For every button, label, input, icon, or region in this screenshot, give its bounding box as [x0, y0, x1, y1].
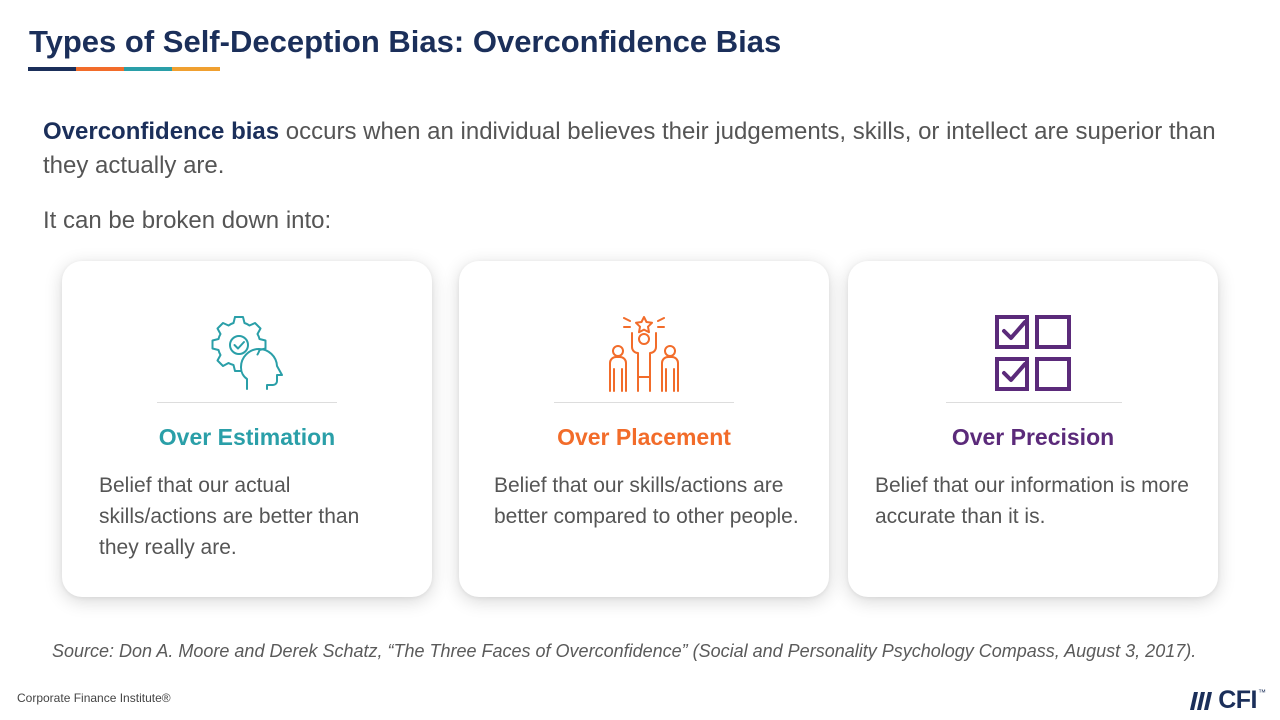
intro-paragraph: Overconfidence bias occurs when an indiv…	[43, 115, 1243, 183]
logo-text: CFI	[1218, 686, 1257, 714]
intro-text: occurs when an individual believes their…	[43, 118, 1216, 179]
cfi-logo: CFI ™	[1190, 686, 1266, 715]
logo-trademark: ™	[1258, 688, 1266, 697]
card-divider	[946, 402, 1122, 403]
title-underline-segment-4	[172, 67, 220, 71]
card-description: Belief that our skills/actions are bette…	[494, 474, 799, 528]
card-over-placement: Over Placement Belief that our skills/ac…	[459, 261, 829, 597]
people-podium-star-icon	[609, 316, 679, 392]
gear-head-icon	[211, 316, 283, 390]
card-divider	[554, 402, 734, 403]
card-over-precision: Over Precision Belief that our informati…	[848, 261, 1218, 597]
card-title: Over Placement	[557, 424, 731, 450]
title-underline-segment-2	[76, 67, 124, 71]
card-icon-wrap	[848, 309, 1218, 397]
checklist-icon	[995, 315, 1071, 391]
page-title: Types of Self-Deception Bias: Overconfid…	[29, 24, 782, 59]
title-underline-segment-1	[28, 67, 76, 71]
card-icon-wrap	[459, 309, 829, 397]
card-divider	[157, 402, 337, 403]
title-underline-segment-3	[124, 67, 172, 71]
source-citation: Source: Don A. Moore and Derek Schatz, “…	[52, 641, 1197, 661]
card-title: Over Estimation	[158, 424, 336, 450]
card-over-estimation: Over Estimation Belief that our actual s…	[62, 261, 432, 597]
card-description: Belief that our information is more accu…	[875, 474, 1189, 528]
card-icon-wrap	[62, 309, 432, 397]
card-description: Belief that our actual skills/actions ar…	[99, 474, 360, 559]
breakdown-label: It can be broken down into:	[43, 207, 332, 234]
intro-term: Overconfidence bias	[43, 118, 280, 145]
card-title: Over Precision	[951, 424, 1115, 450]
footer-company: Corporate Finance Institute®	[17, 691, 171, 705]
title-underline	[28, 67, 220, 71]
cfi-logo-mark-icon	[1190, 691, 1213, 710]
